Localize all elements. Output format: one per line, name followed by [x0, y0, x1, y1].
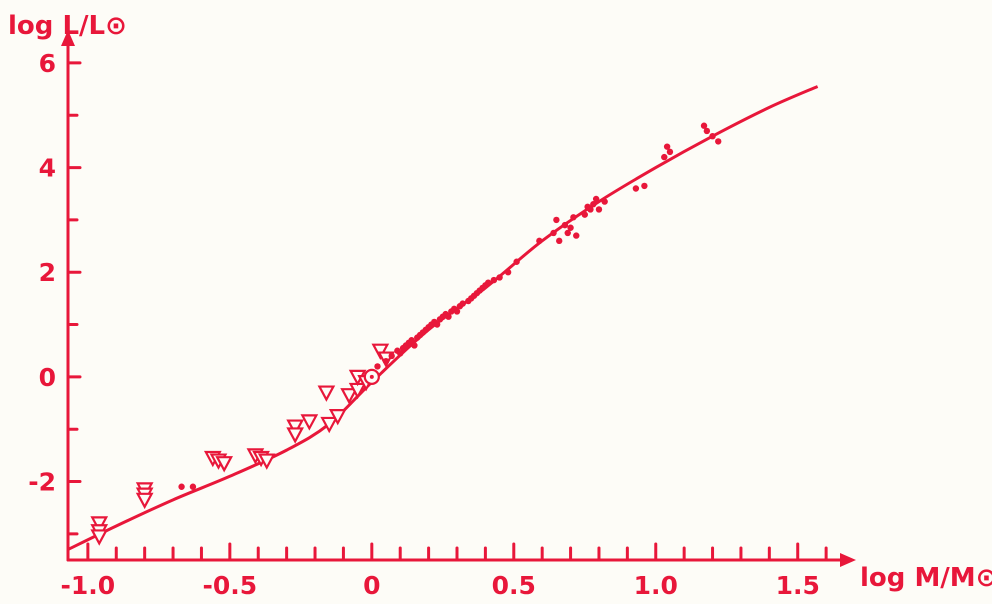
triangle-data-point — [286, 419, 304, 436]
dot-data-point — [504, 269, 512, 276]
dot-data-point — [570, 214, 577, 221]
x-tick-label: -0.5 — [203, 571, 258, 600]
dot-data-point — [411, 342, 418, 349]
x-tick-label: 0.5 — [492, 571, 536, 600]
dot-data-point — [561, 221, 569, 229]
triangle-data-point — [317, 385, 336, 402]
dot-data-point — [590, 201, 597, 208]
x-tick-label: 0 — [363, 571, 380, 600]
dot-data-point — [556, 237, 563, 245]
dot-data-point — [641, 182, 648, 190]
dot-data-point — [408, 337, 415, 344]
dot-data-point — [567, 224, 574, 231]
dot-data-point — [397, 350, 404, 357]
dot-data-point — [490, 276, 498, 284]
dot-data-point — [700, 122, 708, 129]
y-tick-label: 0 — [39, 363, 56, 392]
dot-data-point — [485, 279, 492, 286]
dot-data-point — [553, 216, 560, 224]
data-points-layer — [90, 122, 722, 546]
dot-data-point — [564, 229, 571, 237]
dot-data-point — [433, 321, 441, 328]
dot-data-point — [709, 132, 716, 140]
dot-data-point — [581, 211, 588, 218]
dot-data-point — [601, 198, 608, 205]
dot-data-point — [536, 237, 543, 245]
y-axis-arrowhead — [61, 30, 75, 46]
dot-data-point — [178, 483, 185, 490]
triangle-data-point — [215, 456, 234, 473]
dot-data-point — [189, 483, 197, 490]
dot-data-point — [587, 206, 594, 213]
x-tick-label: 1.5 — [776, 571, 820, 600]
triangle-data-point — [371, 343, 390, 361]
y-tick-label: 2 — [39, 258, 56, 287]
x-axis-arrowhead — [840, 553, 856, 567]
dot-data-point — [573, 232, 580, 239]
y-axis-label: log L/L⊙ — [8, 11, 127, 41]
triangle-data-point — [135, 492, 154, 510]
dot-data-point — [550, 229, 557, 237]
dot-data-point — [388, 352, 395, 360]
triangle-data-point — [257, 453, 276, 470]
dot-data-point — [382, 357, 390, 365]
x-tick-label: 1.0 — [634, 571, 678, 600]
dot-data-point — [663, 143, 671, 150]
triangle-data-point — [320, 416, 339, 434]
dot-data-point — [715, 138, 722, 145]
x-axis-label: log M/M⊙ — [860, 563, 992, 593]
dot-data-point — [453, 308, 461, 315]
triangle-data-point — [300, 414, 319, 431]
dot-data-point — [374, 363, 381, 370]
dot-data-point — [445, 313, 452, 320]
triangle-data-point — [286, 427, 304, 444]
dot-data-point — [459, 300, 466, 307]
x-tick-label: -1.0 — [61, 571, 116, 600]
triangle-data-point — [90, 529, 109, 546]
dot-data-point — [632, 185, 640, 192]
dot-data-point — [513, 258, 520, 265]
y-tick-label: -2 — [28, 468, 56, 497]
dot-data-point — [592, 195, 600, 203]
dot-data-point — [703, 127, 711, 135]
chart-axes — [61, 30, 856, 567]
dot-data-point — [666, 148, 674, 156]
triangle-data-point — [90, 516, 109, 533]
y-tick-label: 6 — [39, 49, 56, 78]
y-tick-label: 4 — [39, 154, 56, 183]
triangle-data-point — [340, 388, 358, 405]
triangle-data-point — [328, 409, 347, 426]
sun-symbol-center — [369, 374, 374, 379]
dot-data-point — [496, 274, 503, 281]
dot-data-point — [661, 153, 668, 161]
dot-data-point — [595, 206, 603, 213]
chart-ticks: -1.0 -0.5 0 0.5 1.0 1.5 -2 0 2 4 6 — [28, 49, 828, 600]
